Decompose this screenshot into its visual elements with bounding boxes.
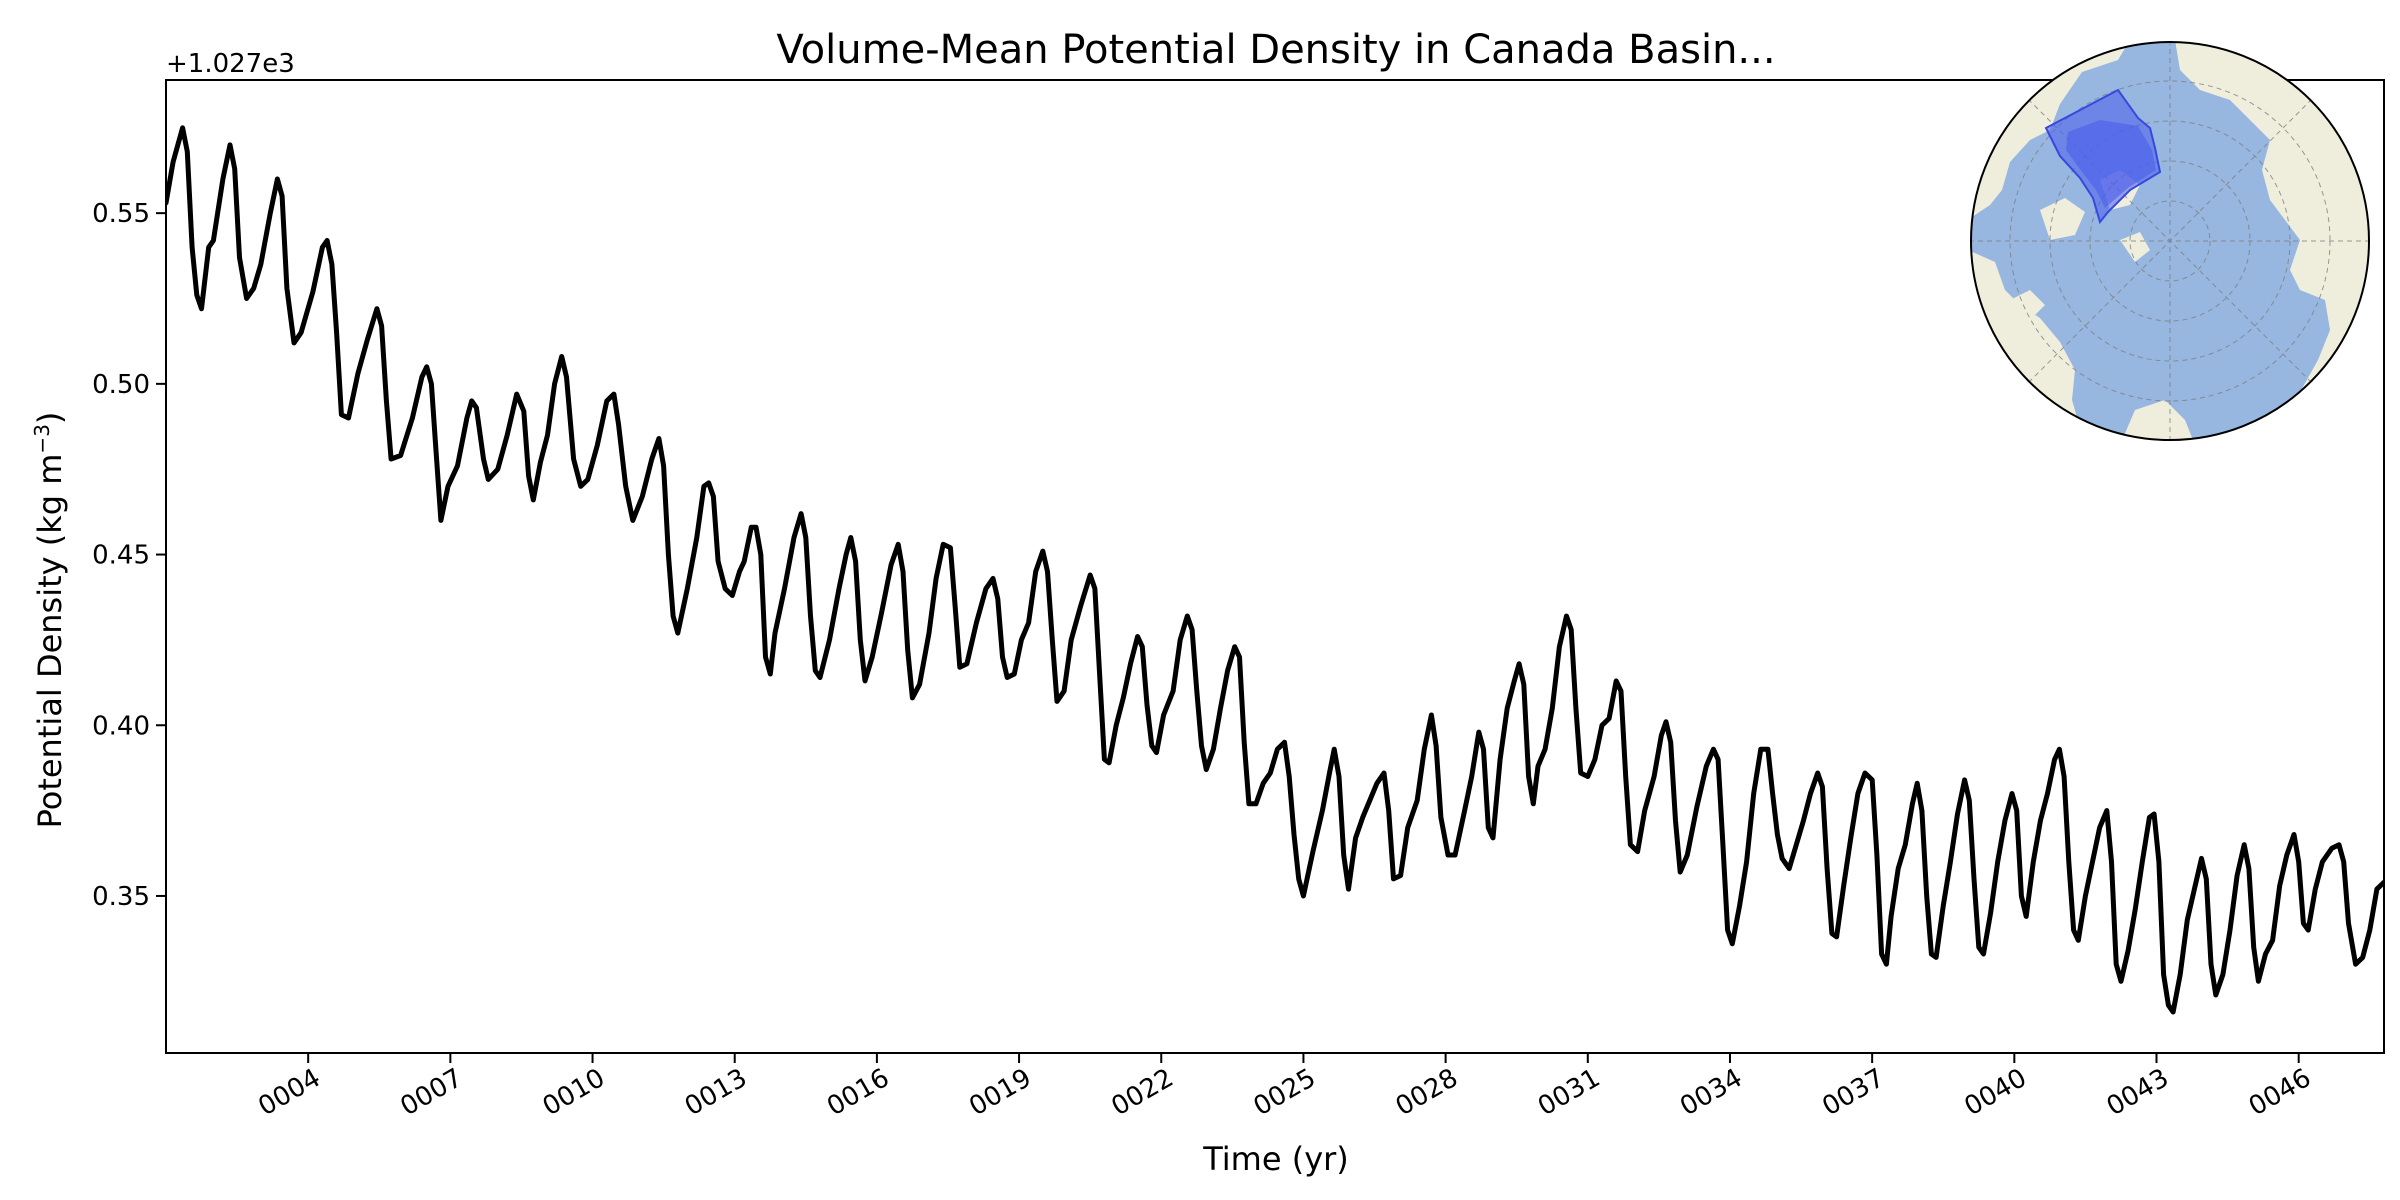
plot-area: [166, 125, 2384, 1015]
land-greenland-eurasia: [2175, 42, 2369, 440]
y-axis-title-main: Potential Density (kg m: [31, 454, 69, 829]
x-axis-label: Time (yr): [1202, 1140, 1349, 1178]
y-axis-title: Potential Density (kg m−3): [30, 412, 69, 829]
canada-basin-region-core: [2066, 120, 2156, 208]
chart-title: Volume-Mean Potential Density in Canada …: [776, 27, 1775, 73]
y-tick-label: 0.40: [92, 711, 150, 741]
series-line: [166, 125, 2384, 1015]
y-offset-label: +1.027e3: [166, 49, 295, 79]
y-axis-label: Potential Density (kg m−3): [30, 412, 69, 829]
land-islands: [2010, 170, 2150, 320]
y-axis-title-superscript: −3: [30, 424, 54, 453]
y-axis-title-close: ): [31, 412, 69, 424]
y-tick-label: 0.50: [92, 370, 150, 400]
land-scandinavia: [2120, 400, 2195, 440]
y-tick-label: 0.35: [92, 882, 150, 912]
plot-frame: [165, 79, 2385, 1054]
map-boundary: [1970, 41, 2370, 441]
x-axis-title: Time (yr): [1202, 1140, 1349, 1178]
y-tick-label: 0.45: [92, 541, 150, 571]
y-tick-label: 0.55: [92, 199, 150, 229]
